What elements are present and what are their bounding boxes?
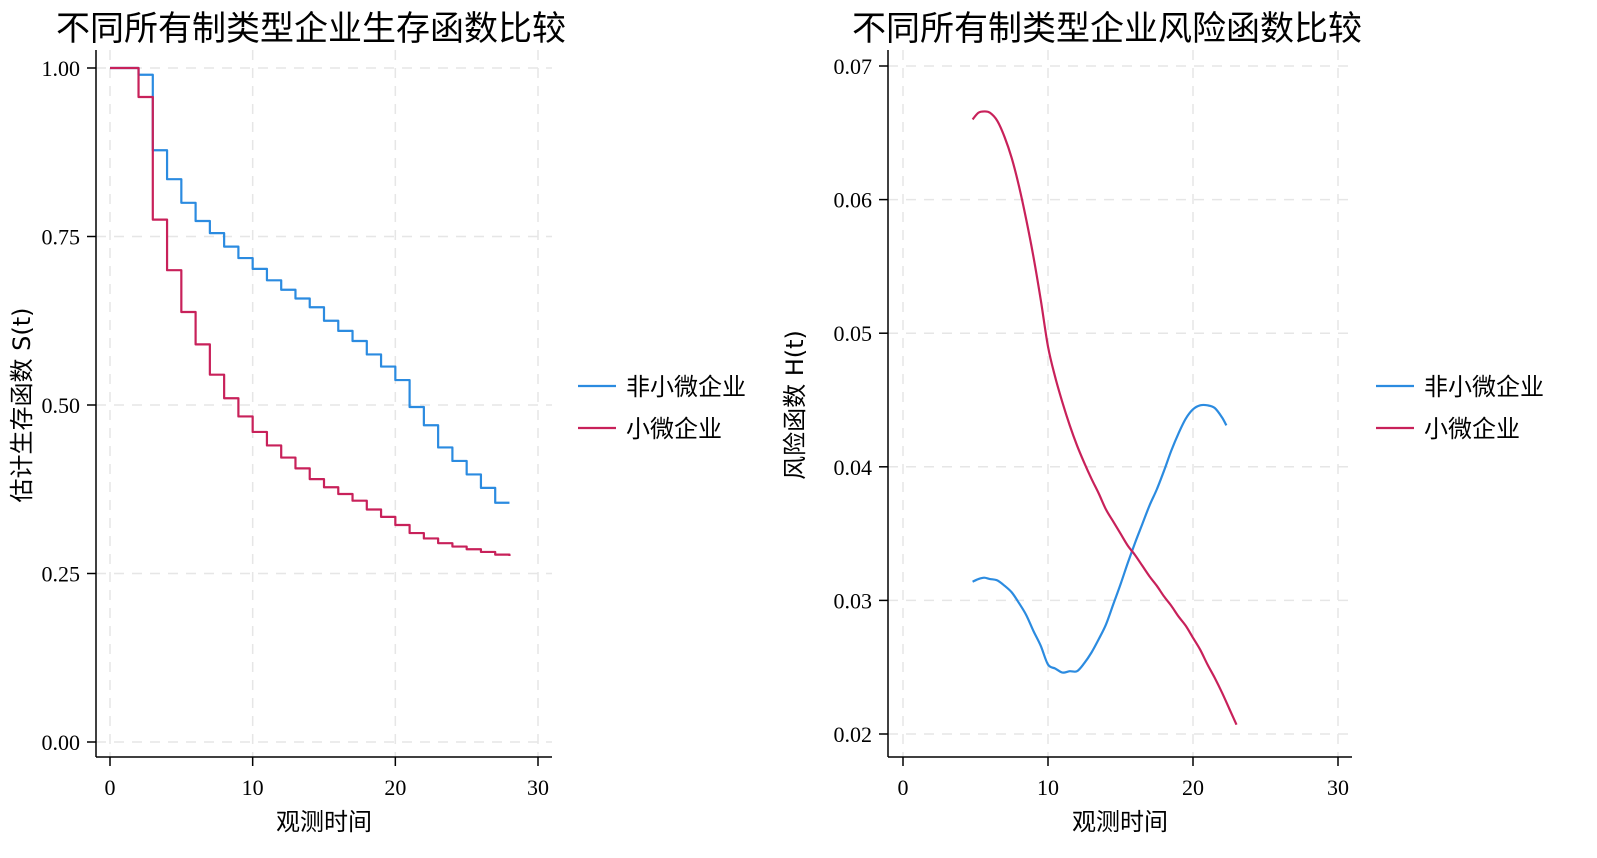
legend-label: 非小微企业 [626,373,746,401]
y-tick-label: 1.00 [42,56,81,81]
x-tick-label: 20 [384,775,406,800]
chart-title: 不同所有制类型企业风险函数比较 [852,9,1362,49]
x-axis-label: 观测时间 [276,808,372,836]
x-tick-label: 10 [242,775,264,800]
y-tick-label: 0.06 [834,188,873,213]
x-tick-label: 0 [898,775,909,800]
y-tick-label: 0.25 [42,562,81,587]
chart-1: 0 10 20 30 0.00 0.25 0.50 0.75 1.00 不同所有制类型企业生存函数… [8,9,746,836]
y-tick-label: 0.02 [834,722,873,747]
legend-label: 小微企业 [626,415,722,443]
x-tick-label: 0 [105,775,116,800]
x-axis-label: 观测时间 [1072,808,1168,836]
x-tick-label: 30 [527,775,549,800]
y-axis-label: 风险函数 H(t) [781,330,809,480]
y-tick-label: 0.07 [834,54,873,79]
chart-title: 不同所有制类型企业生存函数比较 [56,9,566,49]
y-tick-label: 0.03 [834,588,873,613]
legend-label: 非小微企业 [1424,373,1544,401]
x-tick-label: 10 [1037,775,1059,800]
y-tick-label: 0.50 [42,393,81,418]
chart-2: 0 10 20 30 0.02 0.03 0.04 0.05 0.06 0.07 不同所有制类型企业… [781,9,1544,836]
y-tick-label: 0.04 [834,455,873,480]
series-line-1 [110,66,510,504]
y-tick-label: 0.05 [834,321,873,346]
x-tick-label: 20 [1182,775,1204,800]
legend-label: 小微企业 [1424,415,1520,443]
series-line-2 [110,66,511,556]
y-tick-label: 0.00 [42,730,81,755]
series-line-1 [972,403,1228,674]
x-tick-label: 30 [1327,775,1349,800]
y-tick-label: 0.75 [42,225,81,250]
series-line-2 [971,110,1238,726]
y-axis-label: 估计生存函数 S(t) [8,308,36,503]
